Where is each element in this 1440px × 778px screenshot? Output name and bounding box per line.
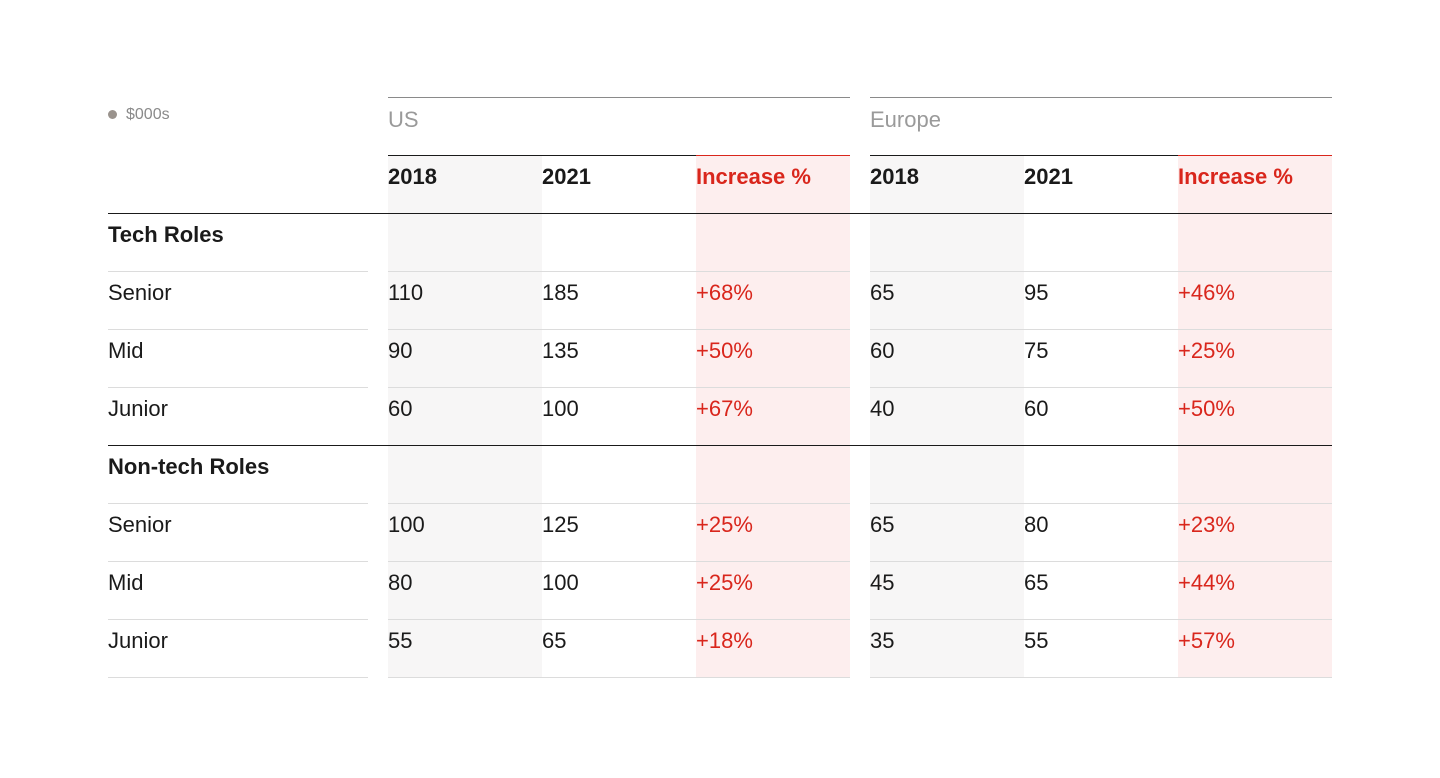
region-label: Europe [870,107,941,132]
row-label: Junior [108,396,168,421]
table-cell: 55 [388,628,413,653]
column-shade-europe-first [870,155,1024,677]
table-cell: +25% [696,570,753,595]
table-cell: 65 [870,512,895,537]
unit-dot-icon [108,110,117,119]
row-rule [388,503,850,504]
table-cell: +46% [1178,280,1235,305]
table-cell: 65 [1024,570,1049,595]
table-cell: +23% [1178,512,1235,537]
row-rule-label [108,503,368,504]
table-cell: 80 [388,570,413,595]
row-label: Mid [108,338,144,363]
table-cell: 45 [870,570,895,595]
table-cell: 75 [1024,338,1049,363]
table-cell: 90 [388,338,413,363]
row-rule-label [108,561,368,562]
table-cell: 135 [542,338,579,363]
bottom-rule [870,677,1332,678]
column-header: 2021 [1024,164,1073,189]
column-header-rule [388,155,696,156]
table-cell: 60 [870,338,895,363]
row-label: Junior [108,628,168,653]
row-rule [388,387,850,388]
row-rule [870,561,1332,562]
table-cell: +25% [696,512,753,537]
row-label: Mid [108,570,144,595]
table-cell: 100 [388,512,425,537]
bottom-rule [388,677,850,678]
table-cell: 55 [1024,628,1049,653]
row-rule [870,503,1332,504]
unit-label: $000s [126,106,170,123]
table-cell: 100 [542,570,579,595]
table-cell: 110 [388,280,424,305]
table-cell: 60 [388,396,413,421]
table-cell: 40 [870,396,895,421]
row-rule-label [108,387,368,388]
row-rule [870,619,1332,620]
column-header: 2021 [542,164,591,189]
column-header: Increase % [1178,164,1293,189]
row-rule-label [108,329,368,330]
column-header-rule [870,155,1178,156]
table-cell: +25% [1178,338,1235,363]
table-cell: 185 [542,280,579,305]
column-shade-us-first [388,155,542,677]
row-rule-label [108,271,368,272]
column-shade-us-increase [696,155,850,677]
table-cell: 95 [1024,280,1049,305]
row-rule [388,329,850,330]
group-title: Non-tech Roles [108,454,270,479]
table-cell: 125 [542,512,579,537]
region-top-rule [388,97,850,98]
row-label: Senior [108,512,172,537]
table-cell: 65 [542,628,567,653]
table-cell: 100 [542,396,579,421]
table-cell: +57% [1178,628,1235,653]
row-rule [870,387,1332,388]
table-cell: +44% [1178,570,1235,595]
row-rule [388,619,850,620]
column-header: 2018 [870,164,919,189]
row-rule [388,271,850,272]
table-cell: +67% [696,396,753,421]
row-rule [870,271,1332,272]
table-cell: 60 [1024,396,1049,421]
row-rule [870,329,1332,330]
group-top-rule [108,445,1332,446]
table-cell: 35 [870,628,895,653]
group-top-rule [108,213,1332,214]
region-top-rule [870,97,1332,98]
bottom-rule-label [108,677,368,678]
table-cell: +50% [696,338,753,363]
column-header-rule-increase [696,155,850,156]
column-header: Increase % [696,164,811,189]
group-title: Tech Roles [108,222,224,247]
column-header-rule-increase [1178,155,1332,156]
table-cell: +18% [696,628,753,653]
column-shade-europe-increase [1178,155,1332,677]
column-header: 2018 [388,164,437,189]
table-cell: 80 [1024,512,1049,537]
table-cell: 65 [870,280,895,305]
row-rule-label [108,619,368,620]
row-label: Senior [108,280,172,305]
region-label: US [388,107,419,132]
table-cell: +50% [1178,396,1235,421]
row-rule [388,561,850,562]
table-cell: +68% [696,280,753,305]
